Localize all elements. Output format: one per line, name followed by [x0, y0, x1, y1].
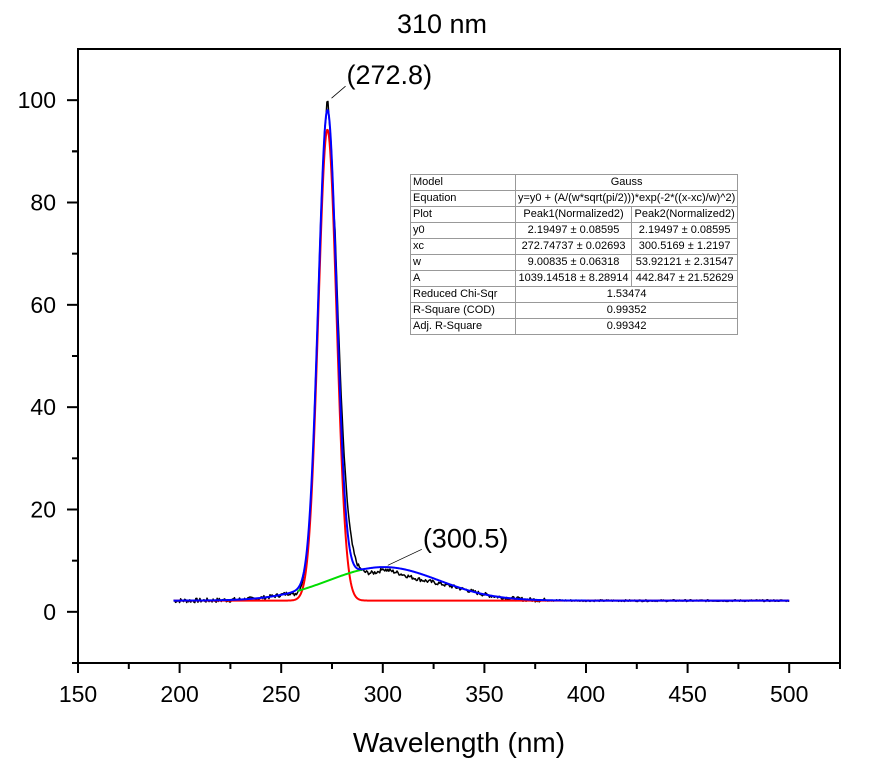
fit-table-row: R-Square (COD) 0.99352 [410, 302, 739, 319]
peak2-value: Peak2(Normalized2) [631, 206, 739, 223]
x-tick-label: 300 [364, 681, 402, 707]
fit-row-label: Reduced Chi-Sqr [410, 286, 516, 303]
peak2-value: 442.847 ± 21.52629 [631, 270, 739, 287]
fit-row-value: 0.99342 [514, 318, 739, 335]
fit-row-value: y=y0 + (A/(w*sqrt(pi/2)))*exp(-2*((x-xc)… [514, 190, 739, 207]
peak2-value: 300.5169 ± 1.2197 [631, 238, 739, 255]
y-tick-label: 80 [30, 190, 56, 216]
fit-row-value: 1.53474 [514, 286, 739, 303]
fit-table-row: Reduced Chi-Sqr 1.53474 [410, 286, 739, 303]
y-tick-label: 60 [30, 292, 56, 318]
fit-row-label: A [410, 270, 516, 287]
peak1-value: 272.74737 ± 0.02693 [514, 238, 633, 255]
plot-frame [77, 48, 841, 664]
peak2-value: 2.19497 ± 0.08595 [631, 222, 739, 239]
annotation-leader [331, 85, 346, 99]
x-tick-label: 400 [567, 681, 605, 707]
fit-table-row: Model Gauss [410, 174, 739, 191]
peak1-value: Peak1(Normalized2) [514, 206, 633, 223]
fit-row-label: Plot [410, 206, 516, 223]
y-tick-label: 100 [18, 87, 56, 113]
fit-table-row: y0 2.19497 ± 0.08595 2.19497 ± 0.08595 [410, 222, 739, 239]
fit-table-row: Plot Peak1(Normalized2) Peak2(Normalized2) [410, 206, 739, 223]
fit-table-row: A 1039.14518 ± 8.28914 442.847 ± 21.52629 [410, 270, 739, 287]
y-tick-label: 20 [30, 497, 56, 523]
fit-row-label: R-Square (COD) [410, 302, 516, 319]
peak1-value: 1039.14518 ± 8.28914 [514, 270, 633, 287]
peak2-fit-line [297, 568, 363, 592]
y-tick-label: 40 [30, 394, 56, 420]
fit-row-label: w [410, 254, 516, 271]
peak2-value: 53.92121 ± 2.31547 [631, 254, 739, 271]
fit-table-row: xc 272.74737 ± 0.02693 300.5169 ± 1.2197 [410, 238, 739, 255]
x-tick-label: 250 [262, 681, 300, 707]
peak-annotation: (272.8) [347, 60, 433, 90]
x-axis-label: Wavelength (nm) [353, 727, 565, 758]
fit-row-label: xc [410, 238, 516, 255]
x-tick-label: 200 [160, 681, 198, 707]
annotation-leader [387, 548, 422, 566]
fit-row-value: Gauss [514, 174, 739, 191]
fit-row-label: Adj. R-Square [410, 318, 516, 335]
fit-row-label: y0 [410, 222, 516, 239]
fit-results-table: Model Gauss Equation y=y0 + (A/(w*sqrt(pi/2… [410, 174, 739, 335]
chart-title: 310 nm [397, 9, 487, 39]
peak1-value: 9.00835 ± 0.06318 [514, 254, 633, 271]
fit-row-label: Model [410, 174, 516, 191]
x-tick-label: 150 [59, 681, 97, 707]
x-tick-label: 450 [668, 681, 706, 707]
fit-table-row: Adj. R-Square 0.99342 [410, 318, 739, 335]
x-tick-label: 500 [770, 681, 808, 707]
fit-row-value: 0.99352 [514, 302, 739, 319]
fit-row-label: Equation [410, 190, 516, 207]
y-tick-label: 0 [43, 599, 56, 625]
fit-table-row: w 9.00835 ± 0.06318 53.92121 ± 2.31547 [410, 254, 739, 271]
cumulative-fit-line [173, 109, 790, 602]
peak1-value: 2.19497 ± 0.08595 [514, 222, 633, 239]
peak-annotation: (300.5) [423, 523, 509, 553]
fit-table-row: Equation y=y0 + (A/(w*sqrt(pi/2)))*exp(-2… [410, 190, 739, 207]
x-tick-label: 350 [465, 681, 503, 707]
